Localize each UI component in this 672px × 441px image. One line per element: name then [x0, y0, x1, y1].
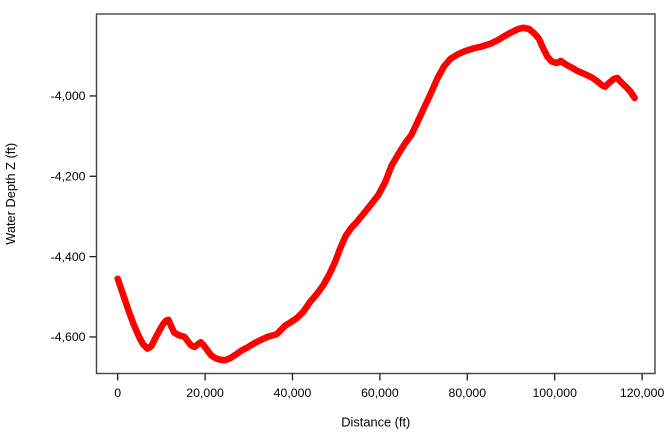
- x-axis-title: Distance (ft): [341, 415, 410, 430]
- x-tick-label: 0: [114, 386, 121, 400]
- y-tick-label: -4,600: [51, 330, 86, 344]
- y-axis-title: Water Depth Z (ft): [3, 143, 18, 245]
- x-tick-label: 120,000: [620, 386, 665, 400]
- y-tick-label: -4,000: [51, 89, 86, 103]
- plot-frame: [95, 13, 656, 375]
- x-tick-label: 100,000: [532, 386, 577, 400]
- x-tick-label: 20,000: [186, 386, 224, 400]
- y-tick-label: -4,400: [51, 250, 86, 264]
- water-depth-profile-line: [114, 24, 638, 364]
- x-tick-label: 40,000: [274, 386, 312, 400]
- series-line-layer: [114, 24, 638, 364]
- axis-ticks: 0 20,000 40,000 60,000 80,000 100,000 120,000 -…: [51, 89, 665, 400]
- y-tick-label: -4,200: [51, 170, 86, 184]
- x-tick-label: 80,000: [448, 386, 486, 400]
- x-tick-label: 60,000: [361, 386, 399, 400]
